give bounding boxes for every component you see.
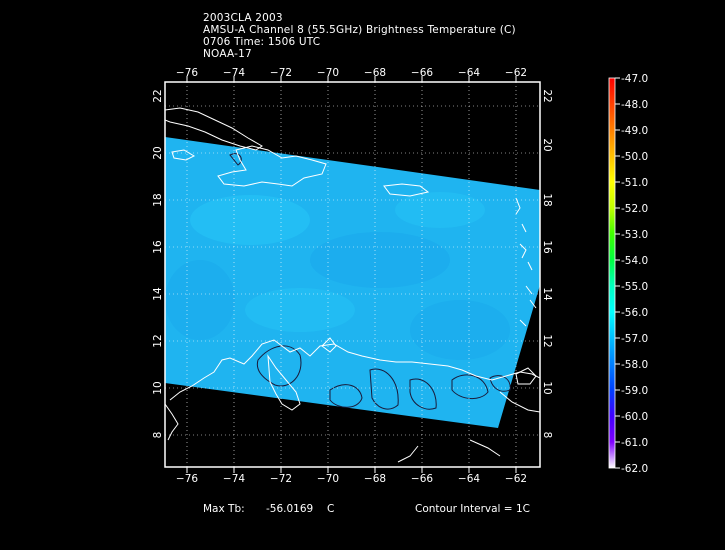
coastline-jamaica bbox=[171, 149, 196, 161]
coastlines bbox=[165, 107, 540, 463]
colorbar-label: -62.0 bbox=[621, 463, 648, 475]
lat-label: 8 bbox=[541, 432, 553, 439]
contour-lines bbox=[229, 153, 511, 410]
coastline-puerto-rico bbox=[383, 183, 430, 197]
colorbar-label: -58.0 bbox=[621, 359, 648, 371]
colorbar-label: -59.0 bbox=[621, 385, 648, 397]
lon-label: −72 bbox=[270, 473, 292, 485]
lon-label: −68 bbox=[364, 473, 386, 485]
lat-label: 22 bbox=[541, 89, 553, 102]
coastline-venezuela-east bbox=[499, 391, 540, 413]
lon-label: −64 bbox=[458, 67, 480, 79]
colorbar-label: -49.0 bbox=[621, 125, 648, 137]
coastline-colombia-west bbox=[165, 403, 179, 441]
colorbar-label: -52.0 bbox=[621, 203, 648, 215]
swath-texture-patch bbox=[245, 288, 355, 332]
colorbar-label: -51.0 bbox=[621, 177, 648, 189]
lat-label: 12 bbox=[152, 334, 164, 347]
colorbar-label: -61.0 bbox=[621, 437, 648, 449]
contour-line bbox=[489, 375, 511, 392]
axis-ticks bbox=[186, 76, 517, 473]
contour-interval: Contour Interval = 1C bbox=[415, 503, 530, 515]
lat-label: 20 bbox=[541, 138, 553, 151]
lat-label: 8 bbox=[152, 432, 164, 439]
title-line-3: 0706 Time: 1506 UTC bbox=[203, 36, 321, 48]
lon-labels-bottom: −76 −74 −72 −70 −68 −66 −64 −62 bbox=[176, 473, 527, 485]
colorbar-ramp bbox=[608, 77, 616, 469]
swath-texture-patch bbox=[165, 260, 235, 340]
title-line-4: NOAA-17 bbox=[203, 48, 252, 60]
coastline-trinidad bbox=[515, 367, 537, 385]
colorbar-label: -50.0 bbox=[621, 151, 648, 163]
lon-label: −76 bbox=[176, 67, 198, 79]
coastline-hispaniola bbox=[217, 145, 327, 187]
lon-labels-top: −76 −74 −72 −70 −68 −66 −64 −62 bbox=[176, 67, 527, 79]
lon-label: −72 bbox=[270, 67, 292, 79]
title-line-1: 2003CLA 2003 bbox=[203, 12, 283, 24]
lon-label: −66 bbox=[411, 473, 433, 485]
max-tb-unit: C bbox=[327, 503, 335, 515]
coastline-lesser-antilles bbox=[515, 197, 537, 327]
max-tb-value: -56.0169 bbox=[266, 503, 314, 515]
colorbar: -47.0 -48.0 -49.0 -50.0 -51.0 -52.0 -53.0 -54.0… bbox=[608, 73, 648, 475]
swath-texture-patch bbox=[410, 300, 510, 360]
colorbar-label: -55.0 bbox=[621, 281, 648, 293]
contour-line bbox=[409, 378, 437, 410]
contour-line bbox=[229, 153, 242, 166]
swath-layer bbox=[165, 137, 540, 428]
lon-label: −68 bbox=[364, 67, 386, 79]
lat-label: 22 bbox=[152, 89, 164, 102]
lon-label: −62 bbox=[505, 67, 527, 79]
lat-label: 10 bbox=[152, 381, 164, 394]
colorbar-label: -60.0 bbox=[621, 411, 648, 423]
lon-label: −70 bbox=[317, 473, 339, 485]
swath-texture-patch bbox=[190, 195, 310, 245]
coastline-interior-border bbox=[397, 439, 501, 463]
title-line-2: AMSU-A Channel 8 (55.5GHz) Brightness Te… bbox=[203, 24, 516, 36]
graticule bbox=[165, 82, 540, 467]
lon-label: −66 bbox=[411, 67, 433, 79]
contour-line bbox=[329, 384, 363, 408]
lon-label: −64 bbox=[458, 473, 480, 485]
map-frame bbox=[164, 81, 541, 468]
contour-line bbox=[256, 345, 302, 387]
lat-label: 10 bbox=[541, 381, 553, 394]
lat-labels-right: 8 10 12 14 16 18 20 22 bbox=[541, 89, 553, 438]
lat-label: 18 bbox=[541, 193, 553, 206]
swath-texture-patch bbox=[310, 232, 450, 288]
title-block: 2003CLA 2003 AMSU-A Channel 8 (55.5GHz) … bbox=[203, 12, 516, 60]
lat-label: 16 bbox=[541, 240, 553, 254]
lon-label: −74 bbox=[223, 473, 245, 485]
lat-label: 16 bbox=[152, 240, 164, 254]
coastline-lake-maracaibo bbox=[267, 354, 301, 411]
lat-label: 14 bbox=[152, 287, 164, 301]
coastline-paraguana bbox=[321, 337, 337, 353]
contour-line bbox=[369, 368, 399, 410]
lon-label: −70 bbox=[317, 67, 339, 79]
lat-label: 12 bbox=[541, 334, 553, 347]
lon-label: −76 bbox=[176, 473, 198, 485]
colorbar-label: -47.0 bbox=[621, 73, 648, 85]
colorbar-label: -56.0 bbox=[621, 307, 648, 319]
colorbar-label: -48.0 bbox=[621, 99, 648, 111]
lat-labels-left: 8 10 12 14 16 18 20 22 bbox=[152, 89, 164, 438]
max-tb-label: Max Tb: bbox=[203, 503, 245, 515]
coastline-south-america bbox=[169, 339, 540, 401]
lat-label: 14 bbox=[541, 287, 553, 301]
colorbar-label: -54.0 bbox=[621, 255, 648, 267]
colorbar-label: -57.0 bbox=[621, 333, 648, 345]
swath-texture-patch bbox=[395, 192, 485, 228]
lat-label: 18 bbox=[152, 193, 164, 206]
colorbar-label: -53.0 bbox=[621, 229, 648, 241]
lon-label: −74 bbox=[223, 67, 245, 79]
contour-line bbox=[451, 374, 489, 399]
lat-label: 20 bbox=[152, 146, 164, 159]
lon-label: −62 bbox=[505, 473, 527, 485]
